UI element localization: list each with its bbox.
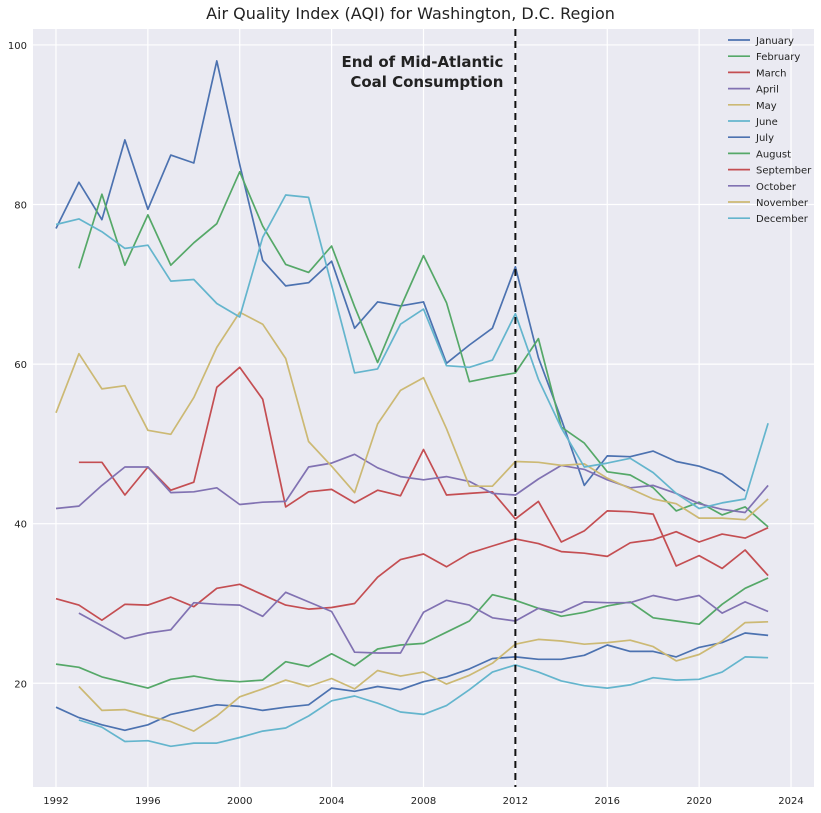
series-line-december (55, 194, 769, 510)
axis-ticks: 1992 1996 2000 2004 2008 2012 2016 2020 2024 20 40… (8, 41, 804, 807)
y-tick-label: 60 (14, 360, 27, 371)
legend-label: February (756, 52, 800, 63)
legend-label: September (756, 166, 812, 177)
series-line-february (55, 577, 769, 689)
y-tick-label: 20 (14, 679, 27, 690)
x-tick-label: 2000 (227, 796, 252, 807)
legend: January February March April May June July Augu… (728, 36, 812, 225)
legend-label: November (756, 198, 809, 209)
legend-label: April (756, 85, 779, 96)
legend-label: January (755, 36, 794, 47)
annotation-text-line2: Coal Consumption (350, 73, 503, 91)
y-tick-label: 80 (14, 201, 27, 212)
legend-label: October (756, 182, 797, 193)
legend-label: June (755, 117, 778, 128)
annotation-text-line1: End of Mid-Atlantic (341, 53, 503, 71)
series-line-september (78, 366, 769, 577)
x-tick-label: 2008 (411, 796, 436, 807)
x-tick-label: 1996 (135, 796, 160, 807)
chart-title: Air Quality Index (AQI) for Washington, … (206, 4, 615, 23)
legend-label: March (756, 68, 786, 79)
series-line-october (55, 453, 769, 514)
legend-label: August (756, 149, 791, 160)
legend-label: July (755, 133, 774, 144)
series-line-january (55, 632, 769, 732)
legend-label: May (756, 101, 777, 112)
x-tick-label: 2004 (319, 796, 344, 807)
legend-label: December (756, 214, 809, 225)
series-line-august (78, 170, 769, 528)
series-line-march (55, 526, 769, 622)
x-tick-label: 1992 (43, 796, 68, 807)
series-lines (55, 60, 769, 748)
series-line-may (78, 620, 769, 732)
series-line-april (78, 591, 769, 654)
x-tick-label: 2020 (686, 796, 711, 807)
series-line-november (55, 311, 769, 521)
annotation: End of Mid-Atlantic Coal Consumption (341, 29, 517, 787)
x-tick-label: 2012 (503, 796, 528, 807)
x-tick-label: 2016 (595, 796, 620, 807)
x-tick-label: 2024 (778, 796, 803, 807)
series-line-june (78, 656, 769, 748)
y-tick-label: 40 (14, 520, 27, 531)
y-tick-label: 100 (8, 41, 27, 52)
